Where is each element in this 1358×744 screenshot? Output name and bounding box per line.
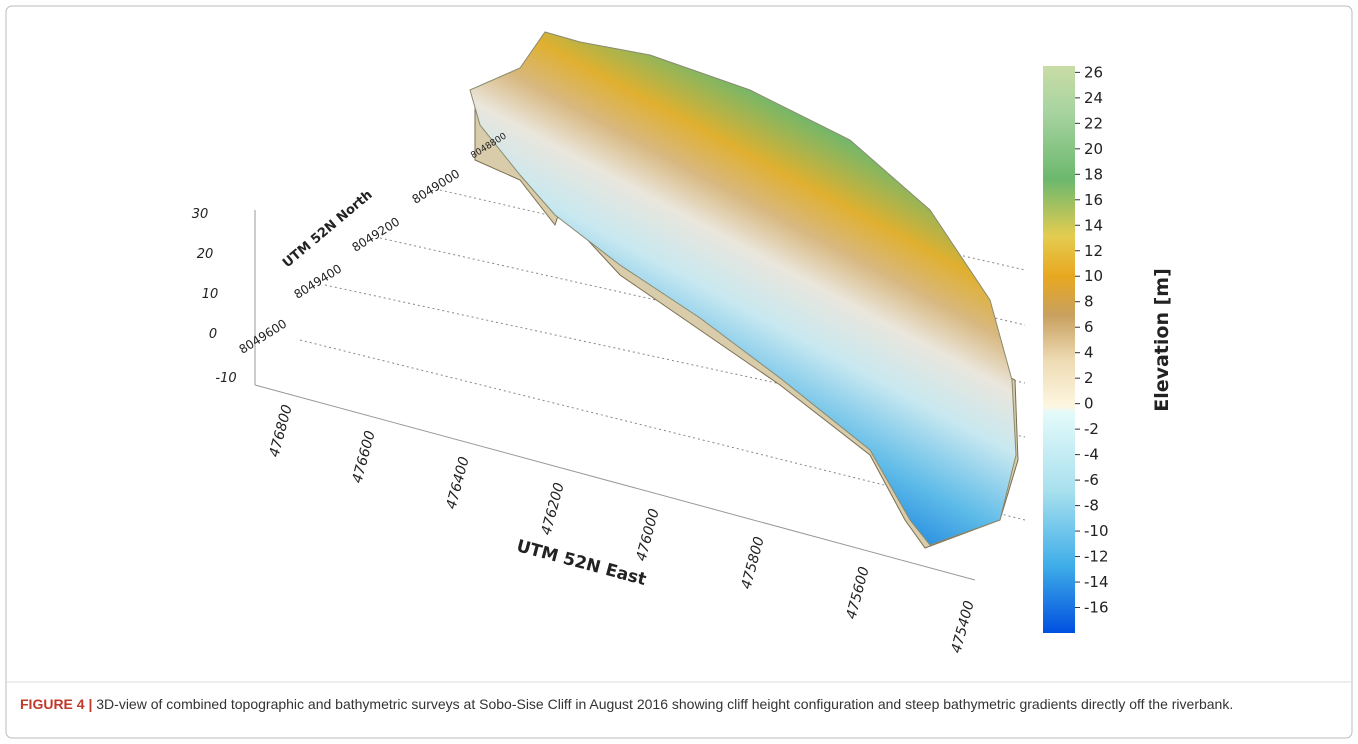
colorbar-tick-label: 18 [1084, 165, 1103, 183]
colorbar-tick-label: 0 [1084, 395, 1094, 413]
x-tick-label: 476000 [633, 507, 662, 563]
caption-label: FIGURE 4 | [20, 696, 92, 712]
x-tick-label: 475400 [948, 599, 977, 655]
colorbar-tick-label: -6 [1084, 471, 1099, 489]
y-tick-label: 8049000 [410, 167, 463, 207]
colorbar-tick-label: 8 [1084, 293, 1094, 311]
colorbar-tick-label: 10 [1084, 267, 1103, 285]
x-tick-label: 475800 [738, 535, 767, 591]
x-tick-label: 476200 [538, 481, 567, 537]
surface [470, 32, 1016, 545]
colorbar-tick-label: -2 [1084, 420, 1099, 438]
z-tick-label: 30 [192, 207, 209, 222]
colorbar-tick-label: 6 [1084, 318, 1094, 336]
x-tick-label: 475600 [843, 565, 872, 621]
colorbar-tick-label: 22 [1084, 114, 1103, 132]
colorbar-tick-label: 2 [1084, 369, 1094, 387]
colorbar-tick-label: 4 [1084, 344, 1094, 362]
colorbar-tick-label: -12 [1084, 548, 1109, 566]
colorbar-tick-label: 12 [1084, 242, 1103, 260]
caption-text: 3D-view of combined topographic and bath… [96, 696, 1233, 712]
colorbar-label: Elevation [m] [1151, 268, 1173, 412]
colorbar-tick-label: -4 [1084, 446, 1099, 464]
y-tick-label: 8049200 [350, 215, 403, 255]
y-axis-label: UTM 52N North [280, 188, 375, 272]
figure: Elevation [m] UTM 52N East UTM 52N North… [0, 0, 1358, 744]
y-tick-label: 8049400 [292, 262, 345, 302]
z-tick-label: 0 [209, 327, 217, 342]
colorbar-tick-label: -16 [1084, 599, 1109, 617]
colorbar-tick-label: 24 [1084, 89, 1103, 107]
x-tick-label: 476400 [443, 455, 472, 511]
caption: FIGURE 4 | 3D-view of combined topograph… [20, 694, 1330, 715]
colorbar-tick-label: 14 [1084, 216, 1103, 234]
colorbar-tick-label: 16 [1084, 191, 1103, 209]
x-axis-label: UTM 52N East [514, 536, 648, 590]
colorbar-tick-label: 26 [1084, 63, 1103, 81]
z-tick-label: -10 [215, 371, 236, 386]
colorbar-tick-label: -10 [1084, 522, 1109, 540]
x-tick-label: 476600 [349, 429, 378, 485]
colorbar-tick-label: 20 [1084, 140, 1103, 158]
x-tick-label: 476800 [266, 403, 295, 459]
z-tick-label: 10 [202, 287, 219, 302]
y-tick-label: 8049600 [237, 317, 290, 357]
colorbar-tick-label: -8 [1084, 497, 1099, 515]
figure-page: Elevation [m] UTM 52N East UTM 52N North… [0, 0, 1358, 744]
z-tick-label: 20 [197, 247, 214, 262]
colorbar [1043, 66, 1075, 633]
colorbar-tick-label: -14 [1084, 573, 1109, 591]
